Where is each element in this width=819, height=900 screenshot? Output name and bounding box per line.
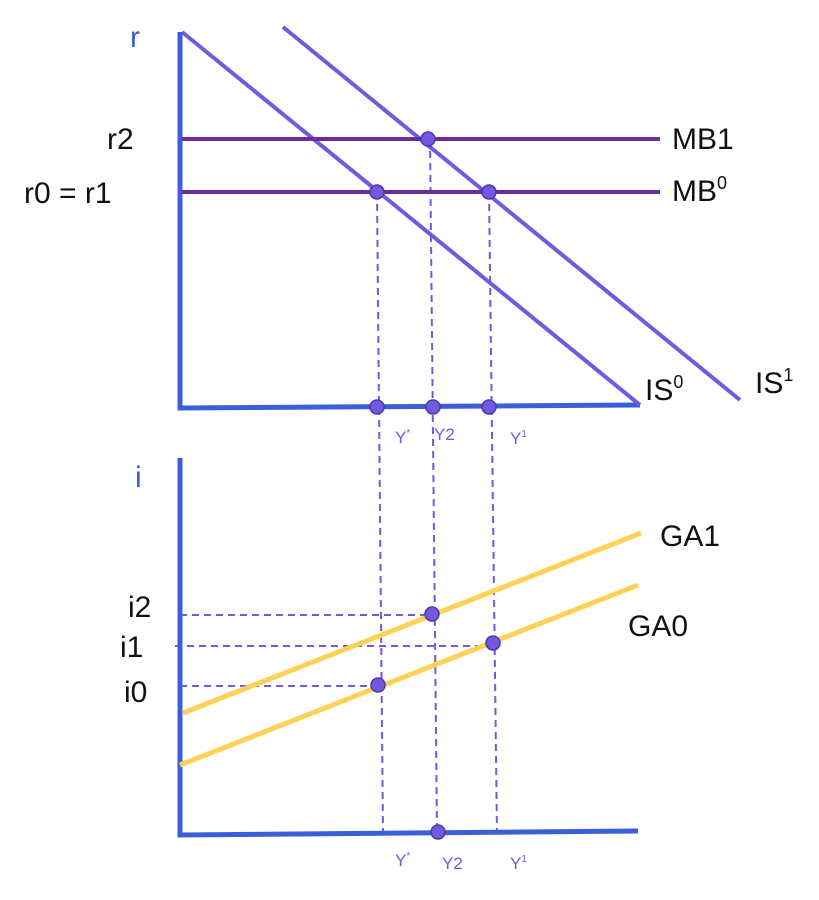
point-ga1-y2 — [424, 606, 440, 622]
ystar-top-label: Y* — [395, 428, 410, 447]
point-mb1-is1 — [420, 131, 436, 147]
point-y2-bottom — [430, 824, 446, 840]
point-ystar-top — [369, 399, 385, 415]
is1-curve — [281, 25, 742, 402]
i1-label: i1 — [120, 631, 143, 664]
ystar-bottom-label: Y* — [395, 851, 410, 870]
y2-guide — [429, 138, 438, 833]
mb1-label: MB1 — [672, 123, 734, 156]
y1-top-label: Y1 — [510, 429, 527, 448]
i-axis-label: i — [135, 461, 142, 494]
y2-top-label: Y2 — [434, 425, 455, 444]
y1-bottom-label: Y1 — [510, 854, 527, 873]
bottom-axes — [177, 458, 639, 838]
r0-r1-label: r0 = r1 — [24, 177, 112, 210]
ga0-curve — [179, 582, 639, 768]
ga1-label: GA1 — [660, 520, 720, 553]
ga1-curve — [182, 530, 642, 716]
is1-label: IS1 — [755, 365, 793, 400]
is0-curve — [180, 30, 642, 407]
mb0-label: MB0 — [672, 173, 727, 208]
point-ga0-ystar — [370, 677, 386, 693]
ystar-guide — [376, 191, 384, 836]
point-mb0-is1 — [481, 184, 497, 200]
ga0-label: GA0 — [628, 610, 688, 643]
i2-label: i2 — [128, 591, 151, 624]
point-y2-top — [425, 399, 441, 415]
r2-label: r2 — [107, 123, 134, 156]
point-mb0-is0 — [369, 184, 385, 200]
i0-label: i0 — [124, 676, 147, 709]
y2-bottom-label: Y2 — [442, 854, 463, 873]
is0-label: IS0 — [645, 372, 683, 407]
point-ga0-y1 — [485, 635, 501, 651]
r-axis-label: r — [130, 21, 140, 54]
point-y1-top — [481, 399, 497, 415]
